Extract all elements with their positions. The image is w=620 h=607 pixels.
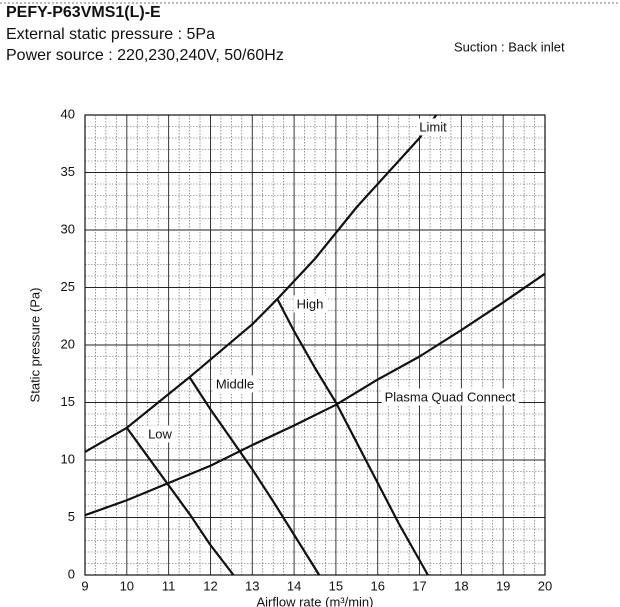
y-tick-label: 10 bbox=[61, 451, 75, 466]
x-tick-label: 11 bbox=[162, 578, 176, 593]
y-tick-label: 15 bbox=[61, 394, 75, 409]
series-line bbox=[188, 376, 321, 576]
x-tick-label: 20 bbox=[538, 578, 552, 593]
y-tick-label: 25 bbox=[61, 279, 75, 294]
subtitle: Power source : 220,230,240V, 50/60Hz bbox=[6, 47, 284, 64]
series-line bbox=[84, 272, 546, 517]
plot-frame bbox=[84, 114, 546, 576]
x-tick-label: 15 bbox=[329, 578, 343, 593]
y-tick-label: 0 bbox=[68, 566, 75, 581]
y-axis-label: Static pressure (Pa) bbox=[27, 288, 42, 403]
y-tick-label: 40 bbox=[61, 106, 75, 121]
series-line bbox=[276, 298, 429, 576]
x-tick-label: 19 bbox=[496, 578, 510, 593]
x-tick-label: 10 bbox=[120, 578, 134, 593]
y-tick-label: 20 bbox=[61, 336, 75, 351]
annotation: Suction : Back inlet bbox=[454, 39, 565, 54]
series-line bbox=[125, 427, 235, 576]
series-label-bg bbox=[293, 295, 327, 313]
series-label: Low bbox=[148, 426, 172, 441]
x-axis-label: Airflow rate (m³/min) bbox=[256, 594, 373, 607]
series-label: Limit bbox=[419, 119, 447, 134]
series-label: High bbox=[297, 296, 324, 311]
x-tick-label: 17 bbox=[412, 578, 426, 593]
x-tick-label: 9 bbox=[81, 578, 88, 593]
series-label-bg bbox=[416, 118, 451, 136]
x-tick-label: 16 bbox=[370, 578, 384, 593]
series-label-bg bbox=[145, 425, 176, 443]
x-tick-label: 13 bbox=[245, 578, 259, 593]
series-label: Plasma Quad Connect bbox=[385, 389, 516, 404]
subtitle: External static pressure : 5Pa bbox=[6, 26, 215, 43]
y-tick-label: 30 bbox=[61, 221, 75, 236]
x-tick-label: 12 bbox=[203, 578, 217, 593]
chart-title: PEFY-P63VMS1(L)-E bbox=[6, 4, 161, 21]
y-tick-label: 5 bbox=[68, 509, 75, 524]
x-tick-label: 14 bbox=[287, 578, 301, 593]
y-tick-label: 35 bbox=[61, 164, 75, 179]
series-line bbox=[84, 114, 438, 453]
series-label-bg bbox=[212, 375, 258, 393]
series-label-bg bbox=[381, 388, 519, 406]
x-tick-label: 18 bbox=[454, 578, 468, 593]
series-label: Middle bbox=[216, 376, 254, 391]
